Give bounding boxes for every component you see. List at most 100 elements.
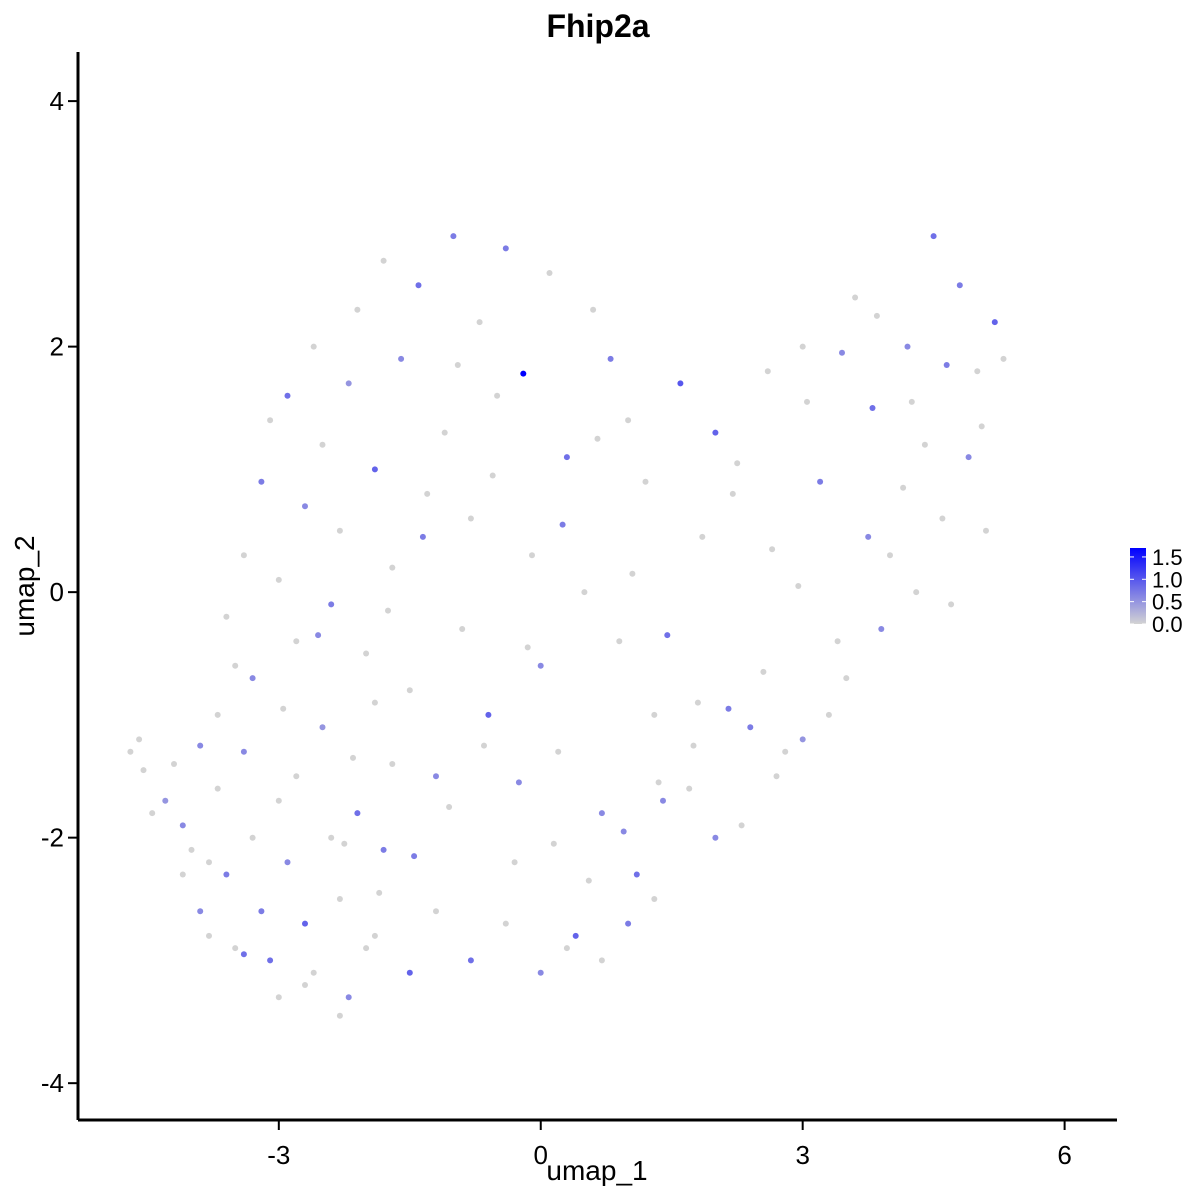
legend-tick-label: 0.0 (1152, 612, 1183, 637)
cell-point (598, 957, 605, 964)
cell-point (520, 370, 527, 377)
cell-point (825, 711, 832, 718)
cell-point (943, 362, 950, 368)
cell-point (328, 834, 335, 841)
cell-point (385, 607, 391, 614)
cell-point (280, 705, 287, 712)
cell-point (734, 460, 741, 467)
cell-point (494, 392, 501, 399)
cell-point (921, 441, 928, 448)
cell-point (956, 282, 963, 289)
cell-point (598, 810, 605, 817)
cell-point (625, 417, 632, 424)
cell-point (223, 613, 230, 620)
cell-point (406, 687, 413, 694)
cell-point (782, 748, 789, 755)
cell-point (515, 779, 522, 786)
cell-point (511, 859, 518, 866)
cell-point (275, 994, 282, 1001)
cell-point (485, 711, 492, 718)
legend-tick-label: 1.0 (1152, 567, 1183, 592)
cell-point (664, 632, 671, 639)
cell-point (258, 908, 265, 915)
cell-point (563, 454, 570, 461)
cell-point (267, 957, 274, 964)
cell-point (873, 312, 880, 319)
cell-point (620, 828, 627, 835)
cell-point (345, 380, 352, 387)
y-axis-label: umap_2 (9, 535, 40, 636)
cell-point (725, 705, 732, 712)
cell-point (411, 853, 418, 860)
cell-point (529, 552, 535, 559)
cell-point (908, 398, 915, 405)
cell-point (625, 920, 632, 927)
cell-point (476, 319, 483, 326)
cell-point (900, 484, 907, 491)
cell-point (341, 840, 348, 847)
cell-point (446, 804, 453, 810)
cell-point (389, 564, 396, 571)
cell-point (642, 478, 649, 485)
cell-point (188, 846, 195, 853)
cell-point (371, 932, 378, 939)
legend-tick-label: 0.5 (1152, 590, 1183, 615)
cell-point (140, 767, 147, 774)
points-layer (127, 233, 1007, 1019)
cell-point (729, 490, 736, 497)
cell-point (633, 871, 640, 878)
cell-point (424, 490, 431, 497)
cell-point (284, 392, 291, 399)
cell-point (555, 748, 562, 755)
cell-point (607, 355, 614, 362)
cell-point (694, 699, 701, 706)
cell-point (974, 368, 981, 375)
cell-point (179, 871, 186, 878)
cell-point (852, 294, 859, 301)
cell-point (284, 859, 291, 866)
cell-point (843, 675, 850, 682)
cell-point (459, 626, 466, 632)
legend-ticks: 0.00.51.01.5 (1130, 545, 1183, 637)
cell-point (454, 362, 461, 368)
cell-point (433, 908, 439, 915)
x-axis-label: umap_1 (546, 1155, 647, 1186)
cell-point (336, 896, 343, 902)
legend-colorbar (1130, 548, 1146, 624)
cell-point (887, 552, 893, 559)
cell-point (502, 920, 509, 927)
cell-point (328, 601, 335, 608)
cell-point (537, 969, 544, 976)
y-ticks: -4 -2 0 2 4 (41, 86, 78, 1098)
cell-point (354, 306, 361, 313)
cell-point (467, 515, 474, 522)
cell-point (232, 662, 239, 669)
cell-point (572, 932, 579, 939)
cell-point (760, 668, 767, 675)
cell-point (686, 785, 693, 792)
y-tick-label: 4 (50, 86, 64, 116)
cell-point (354, 810, 361, 817)
cell-point (350, 754, 356, 761)
cell-point (275, 797, 282, 804)
cell-point (699, 533, 706, 540)
cell-point (406, 969, 413, 976)
cell-point (467, 957, 474, 964)
cell-point (419, 533, 426, 540)
cell-point (839, 349, 845, 356)
cell-point (799, 343, 806, 350)
cell-point (939, 515, 946, 522)
cell-point (712, 429, 719, 436)
cell-point (345, 994, 352, 1001)
cell-point (738, 822, 745, 829)
cell-point (197, 908, 204, 915)
cell-point (149, 810, 156, 817)
cell-point (677, 380, 684, 387)
cell-point (991, 319, 998, 326)
cell-point (336, 1012, 343, 1019)
cell-point (441, 429, 448, 436)
cell-point (389, 761, 396, 767)
cell-point (690, 742, 697, 749)
cell-point (293, 773, 300, 780)
